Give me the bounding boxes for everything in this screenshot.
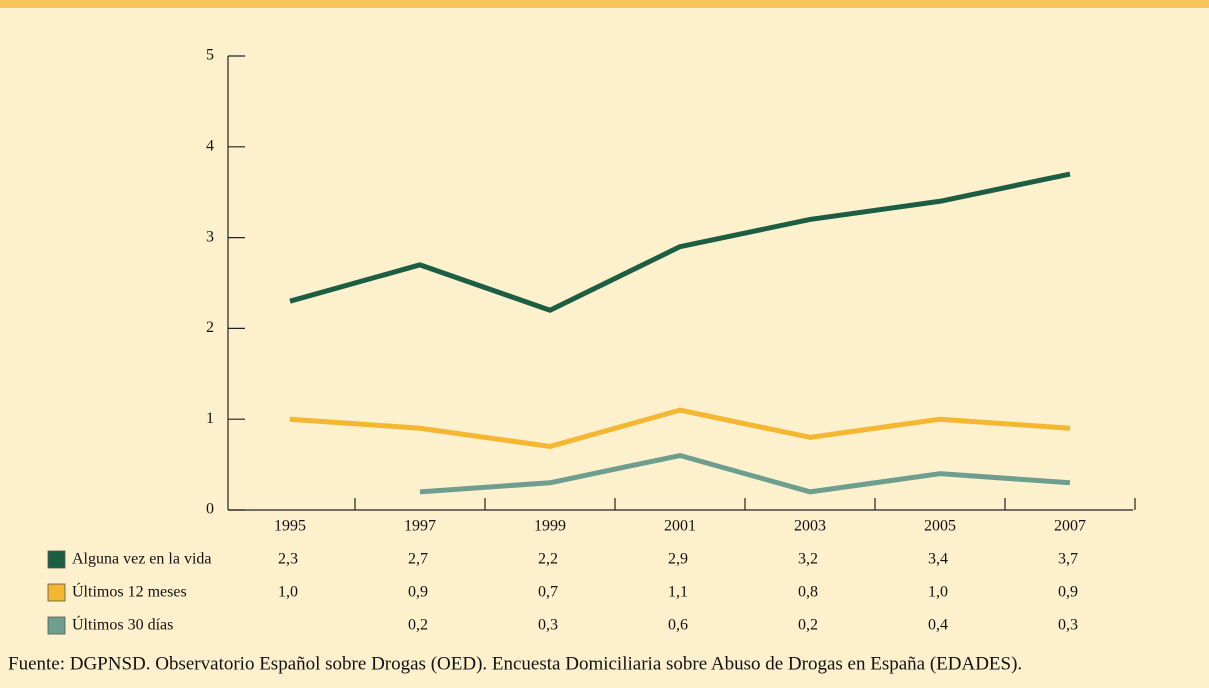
data-label: 1,0 xyxy=(278,584,298,601)
series-line xyxy=(289,407,1071,449)
data-label: 3,4 xyxy=(928,551,948,568)
data-label: 2,3 xyxy=(278,551,298,568)
x-tick-label: 2001 xyxy=(664,518,696,535)
legend-swatch xyxy=(47,550,66,569)
y-tick-label: 4 xyxy=(206,137,214,154)
data-label: 0,6 xyxy=(668,617,688,634)
y-tick-label: 5 xyxy=(206,47,214,64)
series-line xyxy=(419,453,1071,495)
data-label: 0,2 xyxy=(408,617,428,634)
data-label: 0,3 xyxy=(1058,617,1078,634)
y-tick-label: 2 xyxy=(206,319,214,336)
data-label: 0,3 xyxy=(538,617,558,634)
data-label: 3,2 xyxy=(798,551,818,568)
y-tick-label: 1 xyxy=(206,410,214,427)
x-tick-label: 1995 xyxy=(274,518,306,535)
data-label: 0,9 xyxy=(408,584,428,601)
series-line xyxy=(289,171,1071,313)
legend-swatch xyxy=(47,583,66,602)
data-label: 0,9 xyxy=(1058,584,1078,601)
data-label: 0,2 xyxy=(798,617,818,634)
legend-label: Alguna vez en la vida xyxy=(72,551,212,568)
data-label: 2,9 xyxy=(668,551,688,568)
data-label: 0,4 xyxy=(928,617,948,634)
x-tick-label: 2003 xyxy=(794,518,826,535)
x-tick-label: 1997 xyxy=(404,518,436,535)
data-label: 1,1 xyxy=(668,584,688,601)
top-stripe xyxy=(0,0,1209,8)
data-label: 2,2 xyxy=(538,551,558,568)
data-label: 2,7 xyxy=(408,551,428,568)
y-tick-label: 3 xyxy=(206,228,214,245)
data-label: 3,7 xyxy=(1058,551,1078,568)
x-tick-label: 2007 xyxy=(1054,518,1086,535)
data-label: 1,0 xyxy=(928,584,948,601)
data-label: 0,8 xyxy=(798,584,818,601)
x-tick-label: 1999 xyxy=(534,518,566,535)
data-label: 0,7 xyxy=(538,584,558,601)
source: Fuente: DGPNSD. Observatorio Español sob… xyxy=(8,653,1022,674)
legend-swatch xyxy=(47,616,66,635)
x-tick-label: 2005 xyxy=(924,518,956,535)
y-tick-label: 0 xyxy=(206,501,214,518)
legend-label: Últimos 12 meses xyxy=(72,582,187,601)
legend-label: Últimos 30 días xyxy=(72,615,173,634)
